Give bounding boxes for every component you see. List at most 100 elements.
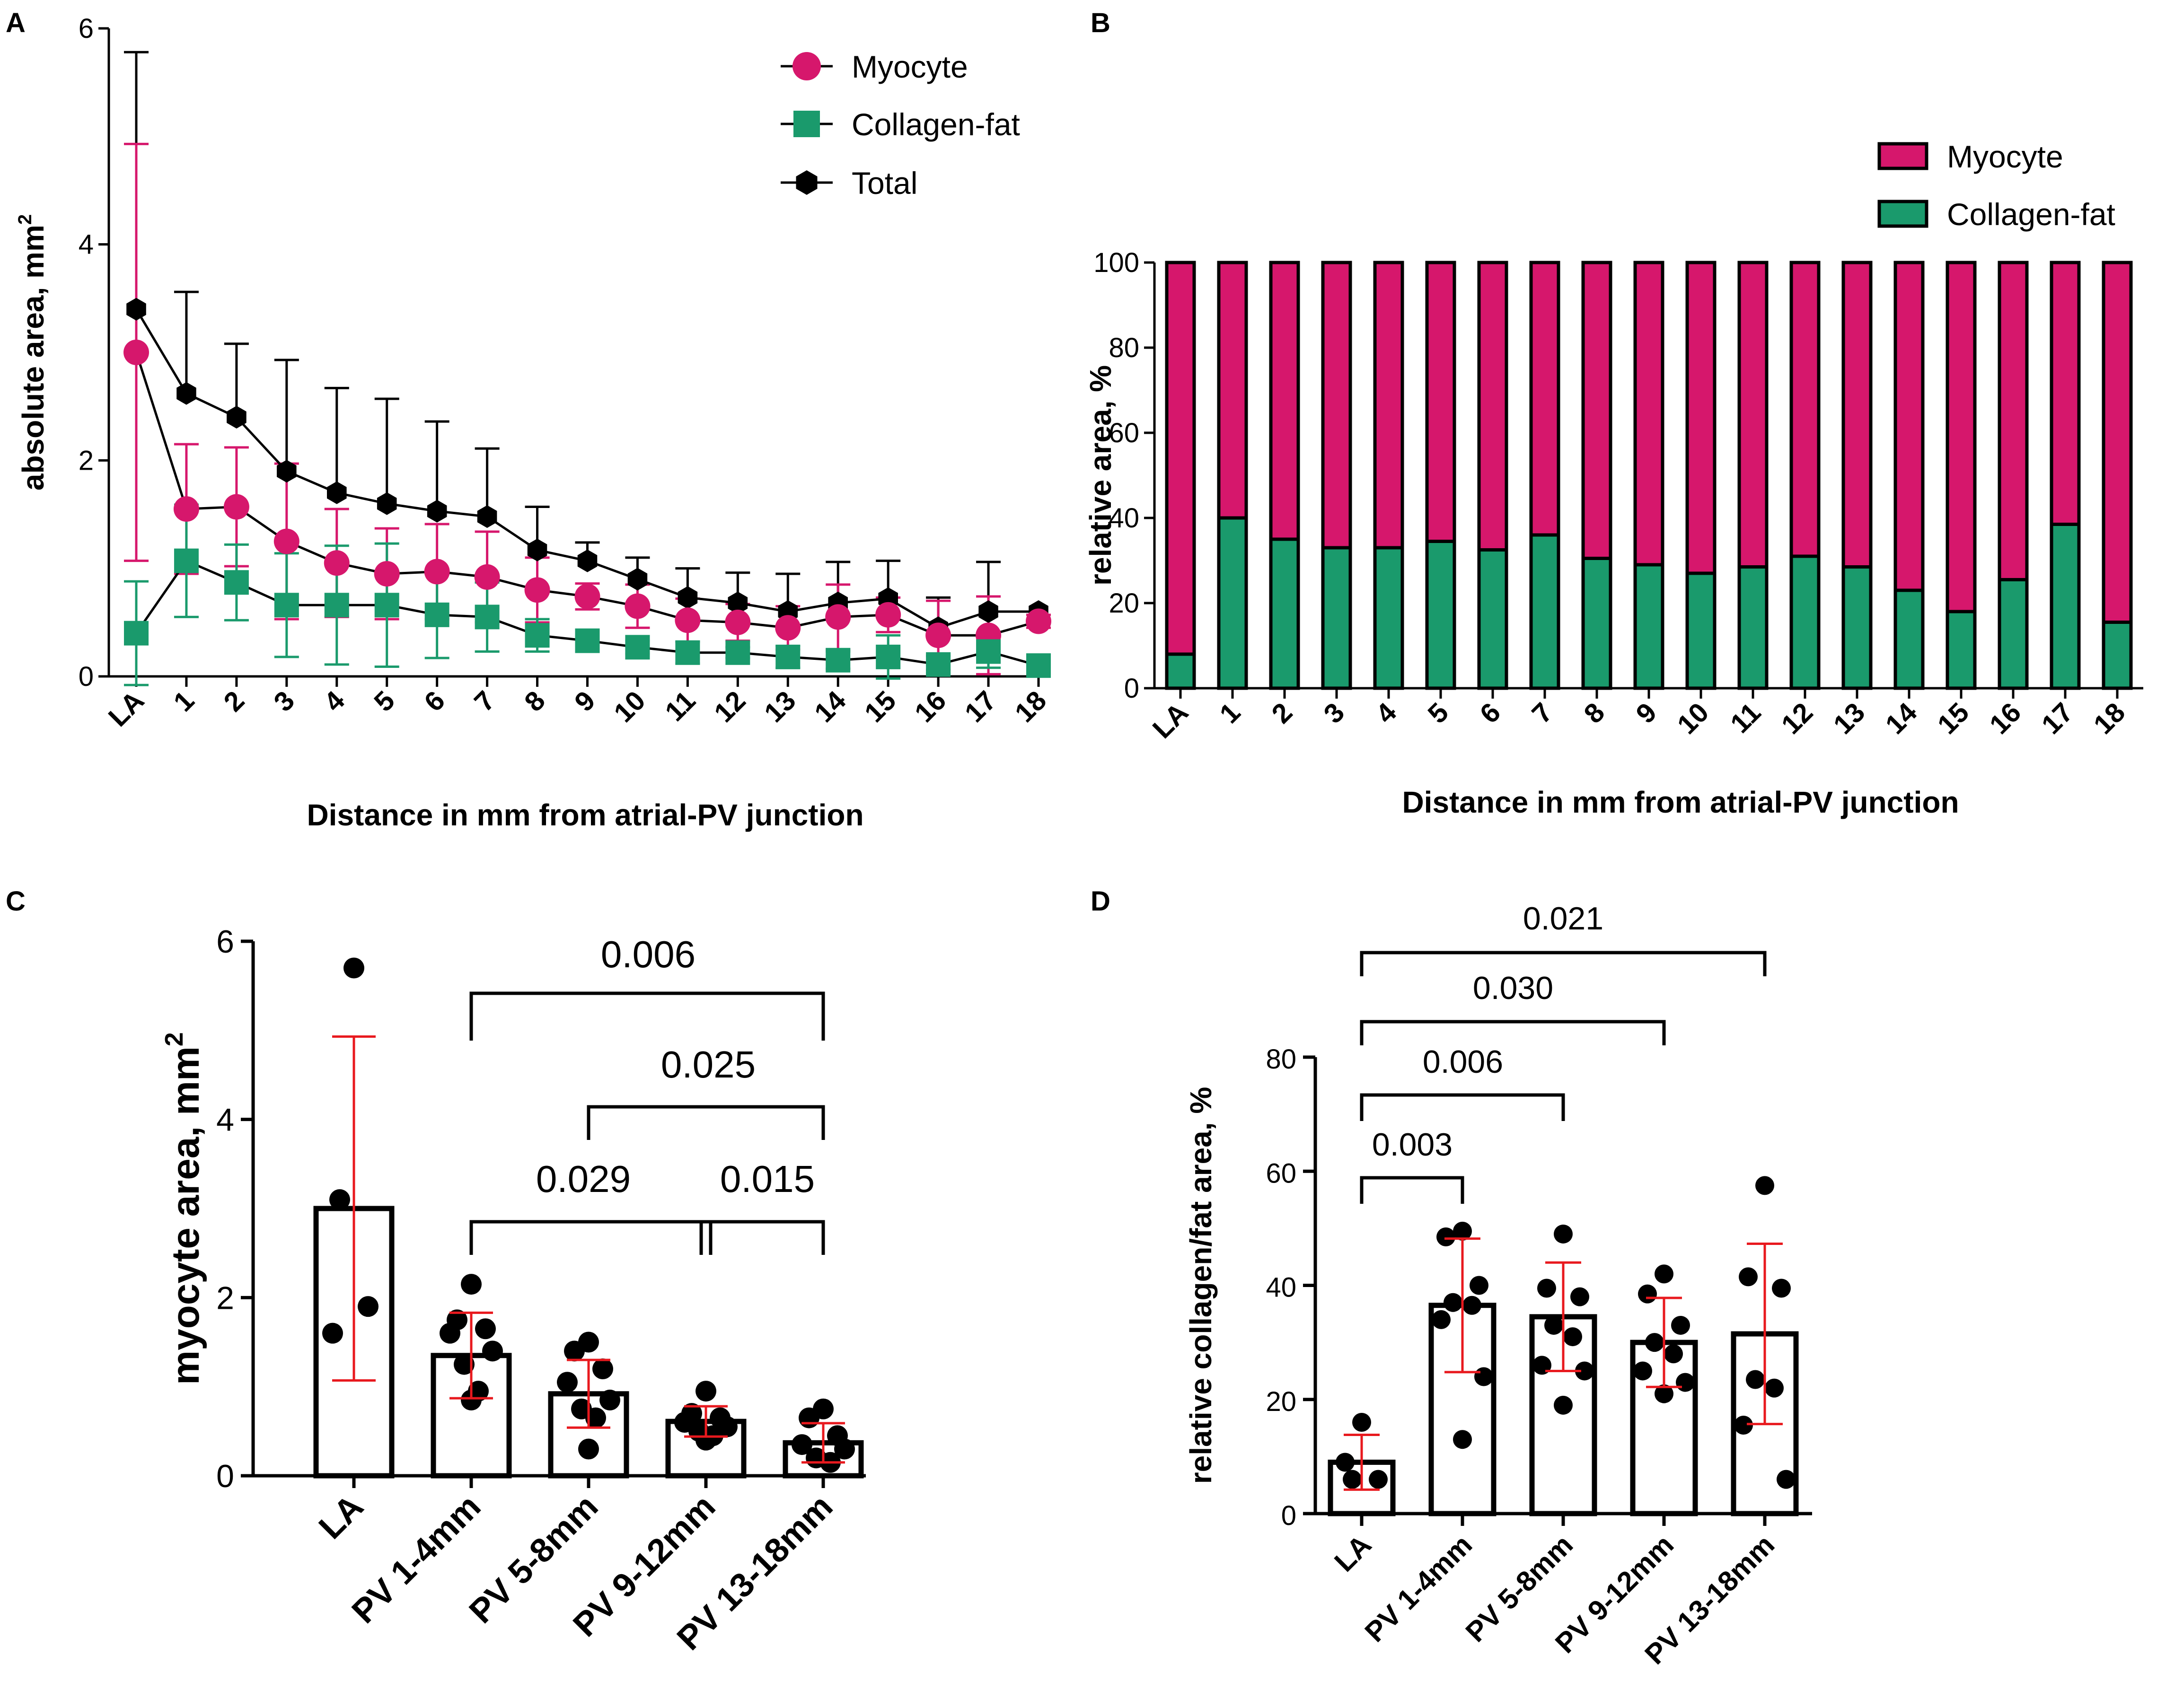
x-tick-label-b: LA	[1147, 697, 1195, 745]
x-tick-label-b: 3	[1318, 697, 1350, 729]
legend-label-a: Myocyte	[852, 49, 968, 84]
bar-myocyte-b	[2102, 261, 2133, 624]
x-tick-label-a: 4	[318, 685, 351, 718]
x-tick-label-b: 10	[1672, 697, 1715, 740]
y-axis-label-b: relative area, %	[1083, 365, 1118, 586]
y-tick-label-a: 6	[79, 13, 94, 44]
data-point-c	[696, 1381, 716, 1402]
x-tick-label-a: 13	[758, 685, 802, 728]
x-tick-label-b: 9	[1630, 697, 1663, 729]
data-point-d	[1474, 1367, 1493, 1386]
data-point-c	[696, 1429, 716, 1451]
data-point-d	[1537, 1279, 1556, 1298]
y-tick-label-a: 0	[79, 661, 94, 692]
legend-label-b: Myocyte	[1947, 139, 2063, 174]
x-tick-label-a: 9	[569, 685, 601, 718]
data-point-c	[461, 1274, 482, 1295]
point-total-a	[577, 549, 598, 572]
y-tick-label-b: 0	[1124, 673, 1139, 704]
x-tick-label-b: 8	[1578, 697, 1611, 729]
legend-label-a: Total	[852, 166, 917, 201]
y-tick-label-c: 0	[216, 1458, 234, 1494]
data-point-d	[1336, 1453, 1355, 1472]
bar-myocyte-b	[1685, 261, 1717, 575]
y-tick-label-d: 60	[1266, 1158, 1296, 1189]
data-point-d	[1655, 1384, 1673, 1403]
data-point-c	[599, 1389, 620, 1410]
x-tick-label-a: 5	[368, 685, 401, 718]
data-point-c	[578, 1438, 599, 1460]
y-axis-label-sup-a: 2	[15, 214, 35, 225]
bar-collagen-b	[1529, 533, 1560, 690]
y-tick-label-d: 20	[1266, 1386, 1296, 1417]
x-tick-label-a: 17	[959, 685, 1003, 728]
x-tick-label-b: 1	[1214, 697, 1246, 729]
point-myocyte-a	[474, 564, 500, 590]
series-line-a	[135, 308, 1039, 629]
bar-myocyte-b	[1633, 261, 1664, 567]
data-point-d	[1470, 1276, 1488, 1295]
point-collagen-a	[926, 652, 951, 677]
data-point-d	[1436, 1227, 1455, 1246]
x-tick-label-b: 14	[1880, 697, 1923, 740]
x-tick-label-b: 2	[1266, 697, 1298, 729]
point-collagen-a	[224, 570, 249, 595]
x-axis-label-b: Distance in mm from atrial-PV junction	[1402, 785, 1959, 819]
data-point-d	[1664, 1344, 1683, 1364]
bar-collagen-b	[1841, 565, 1873, 690]
bar-myocyte-b	[2050, 261, 2081, 526]
point-collagen-a	[675, 640, 700, 665]
point-collagen-a	[324, 593, 349, 618]
x-tick-label-b: 12	[1776, 697, 1819, 740]
point-total-a	[327, 481, 347, 504]
y-tick-label-c: 2	[216, 1280, 234, 1316]
data-point-d	[1575, 1361, 1594, 1381]
x-tick-label-c: LA	[312, 1488, 370, 1546]
y-tick-label-b: 40	[1109, 503, 1139, 534]
x-tick-label-a: 8	[519, 685, 551, 718]
point-total-a	[527, 538, 547, 561]
data-point-d	[1570, 1287, 1589, 1306]
bar-collagen-b	[1165, 652, 1196, 690]
data-point-c	[475, 1318, 496, 1340]
data-point-d	[1444, 1293, 1462, 1312]
data-point-d	[1554, 1395, 1573, 1415]
bar-collagen-b	[1685, 571, 1717, 690]
point-total-a	[227, 406, 247, 429]
point-collagen-a	[525, 623, 550, 648]
bar-collagen-b	[1321, 546, 1352, 690]
bar-myocyte-b	[1581, 261, 1612, 560]
y-axis-label-a: absolute area, mm2	[15, 214, 50, 491]
data-point-c	[564, 1340, 585, 1362]
x-tick-label-b: 5	[1422, 697, 1454, 729]
point-total-a	[678, 586, 698, 609]
point-total-a	[126, 298, 146, 321]
point-collagen-a	[625, 635, 650, 660]
panel-letter-b: B	[1091, 8, 1110, 38]
point-myocyte-a	[273, 528, 299, 554]
y-axis-label-d: relative collagen/fat area, %	[1184, 1087, 1218, 1484]
x-tick-label-b: 18	[2088, 697, 2131, 740]
y-tick-label-a: 2	[79, 445, 94, 476]
data-point-c	[329, 1189, 350, 1210]
point-myocyte-a	[1026, 608, 1051, 634]
data-point-d	[1739, 1267, 1758, 1287]
x-axis-label-a: Distance in mm from atrial-PV junction	[307, 798, 863, 832]
point-collagen-a	[826, 648, 851, 673]
point-myocyte-a	[524, 577, 550, 603]
data-point-c	[834, 1438, 855, 1460]
data-point-c	[792, 1434, 812, 1455]
data-point-c	[440, 1323, 460, 1344]
point-myocyte-a	[625, 593, 651, 619]
data-point-c	[461, 1389, 482, 1410]
bar-myocyte-b	[1529, 261, 1560, 537]
x-tick-label-b: 7	[1526, 697, 1558, 729]
bar-myocyte-b	[1737, 261, 1769, 569]
bar-d	[1529, 1314, 1597, 1516]
data-point-d	[1746, 1370, 1765, 1389]
point-total-a	[627, 568, 648, 591]
x-tick-label-b: 11	[1725, 697, 1767, 739]
data-point-d	[1343, 1470, 1362, 1489]
bar-collagen-b	[1998, 578, 2029, 690]
